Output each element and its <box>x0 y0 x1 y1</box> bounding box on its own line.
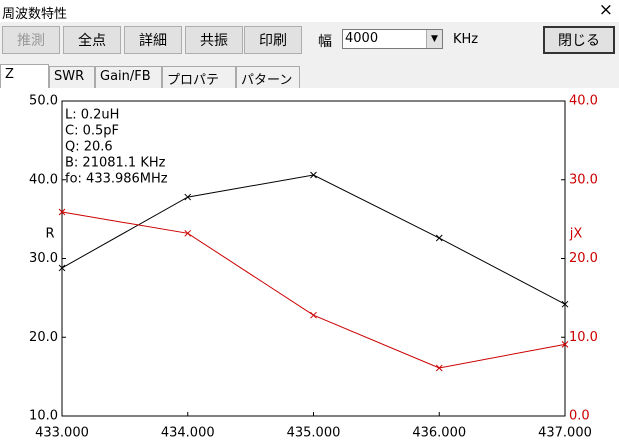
tab[interactable]: SWR <box>49 66 95 88</box>
width-label: 幅 <box>318 34 332 50</box>
tab[interactable]: Gain/FB <box>95 66 162 88</box>
point-marker <box>184 193 192 201</box>
y-tick-label: 10.0 <box>29 409 58 424</box>
point-marker <box>184 229 192 237</box>
point-marker <box>58 208 66 216</box>
tab[interactable]: パターン <box>236 66 300 88</box>
print-button[interactable]: 印刷 <box>244 26 302 54</box>
y2-tick-label: 20.0 <box>569 251 598 266</box>
annotation: C: 0.5pF <box>65 124 119 139</box>
y2-tick-label: 0.0 <box>569 409 590 424</box>
chart: 10.0 20.0 30.0 40.0 50.0 0.0 10.0 20.0 30.0 40.0 4… <box>0 88 619 444</box>
annotation: B: 21081.1 KHz <box>65 156 166 171</box>
tab[interactable]: Z <box>0 64 49 88</box>
detail-button[interactable]: 詳細 <box>124 26 182 54</box>
y-tick-label: 20.0 <box>29 330 58 345</box>
x-tick-label: 437.000 <box>538 426 592 441</box>
point-marker <box>435 234 443 242</box>
x-tick-label: 435.000 <box>287 426 341 441</box>
point-marker <box>310 311 317 319</box>
chart-background <box>0 88 619 444</box>
point-marker <box>561 300 569 308</box>
y2-axis-label: jX <box>569 227 583 242</box>
resonance-button[interactable]: 共振 <box>185 26 243 54</box>
close-button[interactable]: 閉じる <box>543 26 615 54</box>
close-icon[interactable]: × <box>598 0 613 20</box>
y-tick-label: 40.0 <box>29 172 58 187</box>
annotation: fo: 433.986MHz <box>65 172 168 187</box>
all-points-button[interactable]: 全点 <box>63 26 121 54</box>
annotation: Q: 20.6 <box>65 140 113 155</box>
annotation: L: 0.2uH <box>65 108 119 123</box>
width-select[interactable]: 4000 ▼ <box>342 29 443 49</box>
width-value: 4000 <box>345 31 379 46</box>
y-tick-label: 30.0 <box>29 251 58 266</box>
point-marker <box>561 340 569 348</box>
x-tick-label: 434.000 <box>161 426 215 441</box>
y2-tick-label: 30.0 <box>569 172 598 187</box>
title-bar: 周波数特性 × <box>0 0 619 22</box>
y-axis-label: R <box>45 227 54 242</box>
estimate-button: 推測 <box>2 26 60 54</box>
dropdown-arrow[interactable]: ▼ <box>426 30 442 48</box>
x-tick-label: 436.000 <box>412 426 466 441</box>
x-tick-label: 433.000 <box>35 426 89 441</box>
y-tick-label: 50.0 <box>29 94 58 109</box>
width-unit: KHz <box>453 32 479 47</box>
y2-tick-label: 10.0 <box>569 330 598 345</box>
point-marker <box>58 264 66 272</box>
point-marker <box>310 171 317 179</box>
window-title: 周波数特性 <box>2 7 68 22</box>
y2-tick-label: 40.0 <box>569 94 598 109</box>
point-marker <box>435 364 443 372</box>
tab[interactable]: プロパティ <box>162 66 236 107</box>
